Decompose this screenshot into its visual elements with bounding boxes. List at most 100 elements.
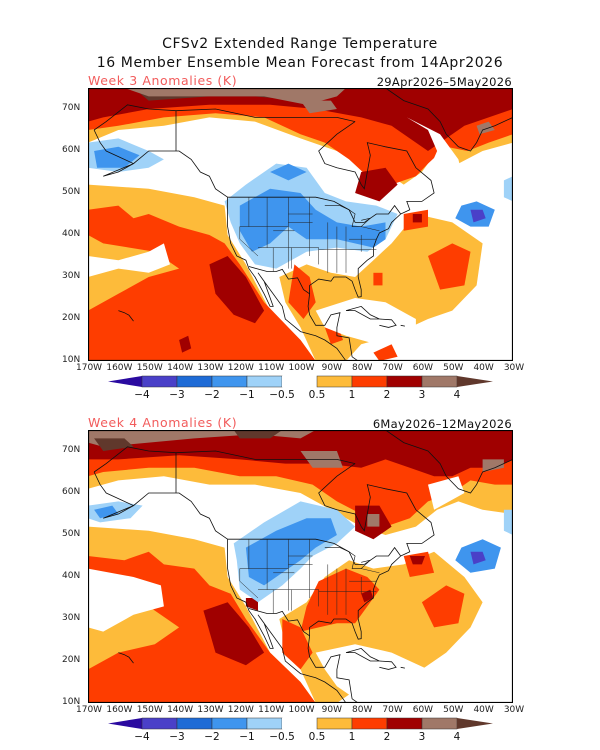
state-border [239,226,259,257]
colorbar-segment [141,717,178,730]
colorbar-tick-label: −2 [204,731,219,742]
lat-tick-label: 30N [62,613,81,623]
anomaly-region-caribbean-neutral [315,644,447,703]
anomaly-fill [88,430,513,703]
lon-tick-label: 30W [503,705,525,715]
lat-tick-label: 40N [62,571,81,581]
coastline-pacific [93,471,347,703]
lat-tick-label: 70N [62,103,81,113]
lat-tick-label: 40N [62,229,81,239]
anomaly-region-atlantic-patch [373,272,383,286]
map-week3 [88,88,513,361]
anomaly-region-bering-cold [94,146,140,168]
anomaly-fill [88,88,513,361]
anomaly-region-baja-hot [209,256,265,324]
anomaly-region-caribbean-hot [373,344,398,361]
anomaly-region-arctic-very-hot [124,88,347,105]
border-us-canada [227,538,402,565]
coastline-arctic [93,104,356,131]
lat-tick-label: 10N [62,355,81,365]
colorbar-segment [282,376,317,387]
title-line-2: 16 Member Ensemble Mean Forecast from 14… [96,55,504,71]
panel-label-week3: Week 3 Anomalies (K) [88,73,238,88]
lat-tick-label: 20N [62,313,81,323]
lat-tick-label: 60N [62,487,81,497]
colorbar-tick-label: −0.5 [269,731,295,742]
map-frame [88,430,513,703]
colorbar-week4: −4 −3 −2 −1 −0.5 0.5 1 2 3 4 [108,716,493,746]
colorbar-segment [386,717,423,730]
lon-tick-label: 100W [288,705,315,715]
colorbar-week3: −4 −3 −2 −1 −0.5 0.5 1 2 3 4 [108,374,493,404]
title-line-1: CFSv2 Extended Range Temperature [162,36,438,52]
lon-tick-label: 70W [382,363,403,373]
anomaly-region-labrador-neutral [406,117,465,193]
lon-tick-label: 120W [227,363,254,373]
colorbar-tick-label: 0.5 [309,731,326,742]
anomaly-region-arctic-hot [88,88,513,151]
lon-tick-label: 90W [321,705,343,715]
anomaly-region-pacific-strong [88,205,316,361]
anomaly-region-archipelago-very-hot [300,100,337,114]
lon-tick-label: 110W [258,705,285,715]
colorbar-segment [176,375,213,388]
colorbar-tick-label: 3 [419,731,426,742]
colorbar-segment [351,375,388,388]
anomaly-region-atlantic-cool-edge [503,176,513,202]
lon-tick-label: 130W [197,363,224,373]
anomaly-region-greenland-very-hot [476,121,495,135]
colorbar-segment [211,375,248,388]
anomaly-region-nw-atlantic-very-hot [412,214,422,223]
colorbar-svg: −4 −3 −2 −1 −0.5 0.5 1 2 3 4 [108,717,493,743]
anomaly-region-carolinas-very-hot [361,589,374,603]
colorbar-segment [282,718,317,729]
colorbar-segment [246,717,283,730]
anomaly-region-pacific-hot-patch [179,335,192,353]
lon-tick-label: 80W [352,705,373,715]
anomaly-region-pacific-neutral [88,568,164,632]
state-border [361,568,380,574]
anomaly-region-conus-cold [239,188,386,252]
lat-tick-label: 50N [62,187,81,197]
anomaly-region-baja-hot [203,602,265,666]
anomaly-region-quebec-hot [355,167,398,202]
coastline-arctic [93,446,356,473]
coastline-atlantic-gulf [307,555,401,703]
colorbar-tick-label: 3 [419,389,426,400]
colorbar-segment [211,717,248,730]
lat-tick-label: 50N [62,529,81,539]
lon-tick-label: 40W [473,363,494,373]
panel-dates-week4: 6May2026–12May2026 [372,417,512,431]
colorbar-tick-label: −2 [204,389,219,400]
anomaly-region-atlantic-very-cold [470,209,486,223]
anomaly-region-pacific-neutral [88,243,170,277]
anomaly-region-quebec-very-hot [367,514,380,527]
anomaly-region-canada-cold [270,163,307,181]
colorbar-arrow-high [457,376,493,387]
lon-tick-label: 100W [288,363,315,373]
anomaly-region-chukchi-extreme [94,438,134,451]
map-week3-svg [88,88,513,361]
colorbar-segment [141,375,178,388]
coastline-hispaniola [379,318,397,328]
anomaly-region-midatlantic-hot [428,243,471,290]
colorbar-tick-label: −0.5 [269,389,295,400]
lon-tick-label: 130W [197,705,224,715]
lat-tick-label: 60N [62,145,81,155]
lon-tick-label: 140W [167,705,194,715]
colorbar-segment [176,717,213,730]
anomaly-region-atlantic-very-cold [470,551,486,565]
anomaly-region-atlantic-cool-edge [503,509,513,535]
coastline-greenland [385,430,513,494]
anomaly-region-beaufort-extreme [233,430,283,439]
lon-tick-label: 170W [76,363,103,373]
colorbar-arrow-high [457,718,493,729]
coastline-hawaii [118,652,134,664]
colorbar-tick-label: 1 [349,731,356,742]
lat-tick-label: 30N [62,271,81,281]
lon-tick-label: 70W [382,705,403,715]
lon-tick-label: 60W [412,705,434,715]
anomaly-region-nw-atlantic-very-hot [409,556,425,565]
map-frame [88,88,513,361]
lat-tick-label: 10N [62,697,81,707]
